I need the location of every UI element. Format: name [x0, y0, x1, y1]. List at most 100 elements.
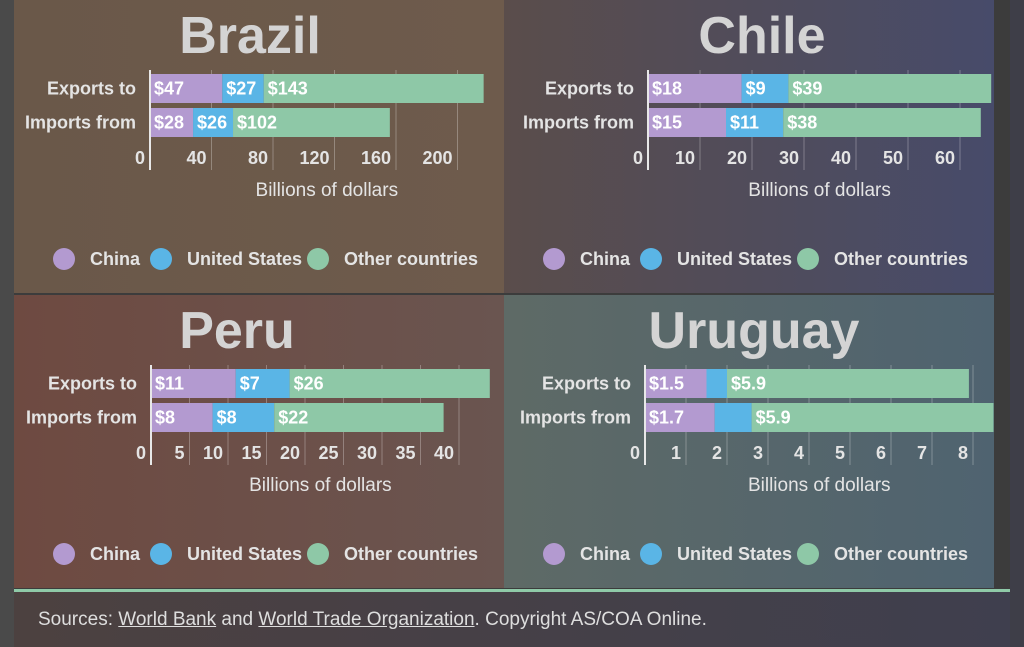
x-tick-label: 0	[136, 443, 146, 463]
bar-other-countries	[783, 108, 981, 137]
chart-panel-uruguay: Uruguay $1.5 $5.9 Exports to $1.7 $5.9 Imports…	[504, 295, 994, 588]
bar-united-states	[235, 369, 290, 398]
legend-label-china: China	[90, 249, 141, 269]
legend-label-other-countries: Other countries	[344, 249, 478, 269]
bar-china	[648, 108, 726, 137]
sources-prefix: Sources:	[38, 609, 119, 630]
x-axis-label: Billions of dollars	[249, 475, 392, 496]
bar-china	[150, 108, 194, 137]
bar-value-label: $1.7	[649, 408, 684, 428]
x-tick-label: 0	[630, 443, 640, 463]
x-axis-label: Billions of dollars	[748, 475, 891, 496]
chart-title: Chile	[698, 7, 825, 65]
x-axis-label: Billions of dollars	[256, 180, 399, 201]
row-label: Imports from	[520, 408, 631, 428]
x-tick-label: 2	[712, 443, 722, 463]
bar-value-label: $5.9	[756, 408, 791, 428]
legend-swatch-china	[543, 248, 565, 270]
bar-value-label: $102	[237, 113, 277, 133]
sources-text: Sources: World Bank and World Trade Orga…	[38, 609, 707, 631]
row-label: Exports to	[542, 374, 631, 394]
legend-label-united-states: United States	[187, 249, 302, 269]
bar-other-countries	[289, 369, 490, 398]
bar-value-label: $143	[268, 79, 308, 99]
bar-value-label: $9	[746, 79, 766, 99]
world-bank-link[interactable]: World Bank	[118, 609, 217, 630]
bar-value-label: $26	[197, 113, 227, 133]
x-tick-label: 20	[280, 443, 300, 463]
legend-label-china: China	[580, 544, 631, 564]
row-label: Imports from	[523, 113, 634, 133]
wto-link[interactable]: World Trade Organization	[258, 609, 475, 630]
bar-united-states	[212, 403, 275, 432]
legend-swatch-other-countries	[307, 248, 329, 270]
frame-left	[0, 0, 14, 647]
x-tick-label: 120	[299, 148, 329, 168]
x-tick-label: 40	[434, 443, 454, 463]
bar-united-states	[714, 403, 752, 432]
bar-value-label: $22	[278, 408, 308, 428]
x-tick-label: 200	[422, 148, 452, 168]
row-label: Exports to	[48, 374, 137, 394]
x-tick-label: 7	[917, 443, 927, 463]
legend-swatch-other-countries	[797, 543, 819, 565]
bar-value-label: $11	[155, 374, 184, 394]
bar-united-states	[706, 369, 727, 398]
x-tick-label: 10	[203, 443, 223, 463]
bar-united-states	[222, 74, 264, 103]
x-tick-label: 15	[241, 443, 261, 463]
chart-panel-peru: Peru $11 $7 $26 Exports to $8 $8 $22 Imports fro…	[14, 295, 504, 588]
bar-united-states	[193, 108, 234, 137]
bar-value-label: $8	[217, 408, 237, 428]
bar-other-countries	[274, 403, 444, 432]
x-tick-label: 8	[958, 443, 968, 463]
x-tick-label: 1	[671, 443, 681, 463]
chart-svg-chile: Chile $18 $9 $39 Exports to $15 $11 $38 Imports …	[523, 7, 992, 270]
bar-value-label: $28	[154, 113, 184, 133]
bar-china	[648, 74, 742, 103]
x-tick-label: 0	[633, 148, 643, 168]
x-tick-label: 50	[883, 148, 903, 168]
legend-swatch-united-states	[150, 543, 172, 565]
sources-suffix: . Copyright AS/COA Online.	[474, 609, 707, 630]
row-label: Imports from	[26, 408, 137, 428]
chart-panel-brazil: Brazil $47 $27 $143 Exports to $28 $26 $102 Impo…	[14, 0, 504, 293]
bar-china	[151, 369, 236, 398]
x-tick-label: 60	[935, 148, 955, 168]
x-tick-label: 160	[361, 148, 391, 168]
bar-value-label: $27	[226, 79, 256, 99]
legend-label-united-states: United States	[187, 544, 302, 564]
chart-title: Uruguay	[649, 302, 860, 360]
chart-svg-brazil: Brazil $47 $27 $143 Exports to $28 $26 $102 Impo…	[25, 7, 484, 270]
bar-value-label: $26	[294, 374, 324, 394]
legend-swatch-united-states	[640, 543, 662, 565]
bar-value-label: $8	[155, 408, 175, 428]
x-tick-label: 3	[753, 443, 763, 463]
x-tick-label: 35	[395, 443, 415, 463]
bar-value-label: $11	[730, 113, 759, 133]
bar-value-label: $38	[787, 113, 817, 133]
legend-swatch-other-countries	[307, 543, 329, 565]
bar-other-countries	[727, 369, 969, 398]
sources-and: and	[216, 609, 259, 630]
x-tick-label: 6	[876, 443, 886, 463]
x-tick-label: 10	[675, 148, 695, 168]
bar-china	[151, 403, 213, 432]
bar-china	[150, 74, 223, 103]
legend-label-china: China	[580, 249, 631, 269]
legend-label-china: China	[90, 544, 141, 564]
bar-value-label: $1.5	[649, 374, 684, 394]
chart-title: Peru	[179, 302, 295, 360]
legend-label-other-countries: Other countries	[344, 544, 478, 564]
bar-other-countries	[751, 403, 994, 432]
x-tick-label: 40	[831, 148, 851, 168]
x-tick-label: 5	[174, 443, 184, 463]
frame-right	[1010, 0, 1024, 647]
legend-swatch-united-states	[150, 248, 172, 270]
bar-china	[645, 403, 715, 432]
legend-swatch-china	[53, 543, 75, 565]
bar-united-states	[741, 74, 789, 103]
legend-swatch-china	[53, 248, 75, 270]
row-label: Exports to	[47, 79, 136, 99]
